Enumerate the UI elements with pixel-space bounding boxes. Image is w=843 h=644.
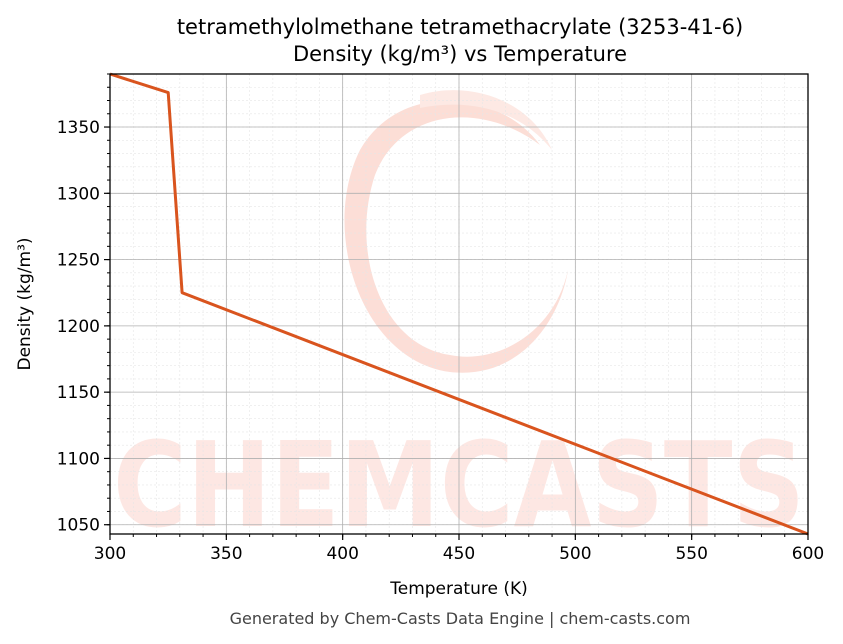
x-tick-label: 450 — [443, 544, 475, 564]
major-grid — [109, 74, 809, 534]
y-tick-label: 1150 — [57, 383, 100, 403]
x-tick-label: 600 — [792, 544, 824, 564]
y-tick-label: 1200 — [57, 317, 100, 337]
ticks-layer: 300 350 400 450 500 550 600 1050 1100 1150 1200 125… — [57, 73, 824, 564]
footer-credit: Generated by Chem-Casts Data Engine | ch… — [230, 609, 691, 628]
density-series-line — [109, 72, 809, 536]
y-tick-label: 1100 — [57, 449, 100, 469]
x-tick-label: 350 — [210, 544, 242, 564]
x-tick-label: 500 — [559, 544, 591, 564]
watermark-c-inner — [420, 90, 552, 150]
chart-title-line-2: Density (kg/m³) vs Temperature — [293, 42, 627, 66]
y-tick-label: 1350 — [57, 118, 100, 138]
y-tick-label: 1250 — [57, 251, 100, 271]
y-axis-label: Density (kg/m³) — [15, 237, 35, 370]
x-tick-label: 400 — [326, 544, 358, 564]
y-tick-label: 1050 — [57, 516, 100, 536]
x-axis-label: Temperature (K) — [389, 579, 528, 599]
series-layer — [109, 72, 809, 536]
y-tick-label: 1300 — [57, 184, 100, 204]
x-tick-label: 550 — [675, 544, 707, 564]
chart-title-line-1: tetramethylolmethane tetramethacrylate (… — [177, 15, 743, 39]
x-tick-label: 300 — [94, 544, 126, 564]
